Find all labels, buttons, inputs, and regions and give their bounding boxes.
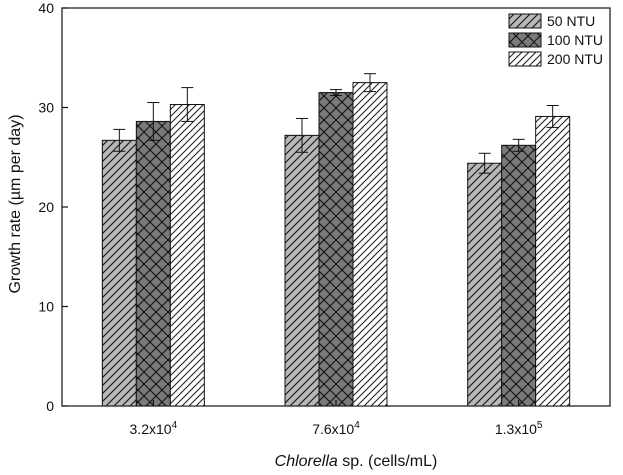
legend-swatch (508, 32, 542, 48)
x-axis-title: Chlorella sp. (cells/mL) (275, 453, 438, 470)
y-tick-label: 0 (46, 398, 54, 414)
bar (284, 134, 320, 407)
bar (467, 162, 503, 407)
x-tick-label: 3.2x104 (130, 420, 178, 437)
legend-label: 200 NTU (547, 51, 603, 67)
y-tick-label: 10 (38, 299, 54, 315)
x-tick-label: 1.3x105 (495, 420, 543, 437)
legend-swatch (508, 13, 542, 29)
bar (318, 92, 354, 407)
x-tick-label: 7.6x104 (312, 420, 360, 437)
x-axis: 3.2x104 7.6x104 1.3x105 (130, 400, 543, 437)
y-axis-title: Growth rate (µm per day) (7, 114, 24, 293)
error-bars-layer (113, 73, 559, 174)
y-tick-label: 20 (38, 199, 54, 215)
y-tick-label: 40 (38, 0, 54, 16)
bar (352, 82, 388, 407)
bar (135, 120, 171, 407)
bar (501, 144, 537, 407)
bar (101, 139, 137, 407)
legend-label: 50 NTU (547, 13, 595, 29)
legend-swatch (508, 51, 542, 67)
bar (169, 104, 205, 407)
x-axis-title-genus: Chlorella (275, 453, 338, 470)
bar (535, 115, 571, 407)
y-axis: 0 10 20 30 40 (38, 0, 68, 414)
x-axis-title-rest: sp. (cells/mL) (338, 453, 438, 470)
legend: 50 NTU 100 NTU 200 NTU (508, 13, 603, 67)
legend-label: 100 NTU (547, 32, 603, 48)
bars-layer (101, 82, 571, 407)
y-tick-label: 30 (38, 100, 54, 116)
